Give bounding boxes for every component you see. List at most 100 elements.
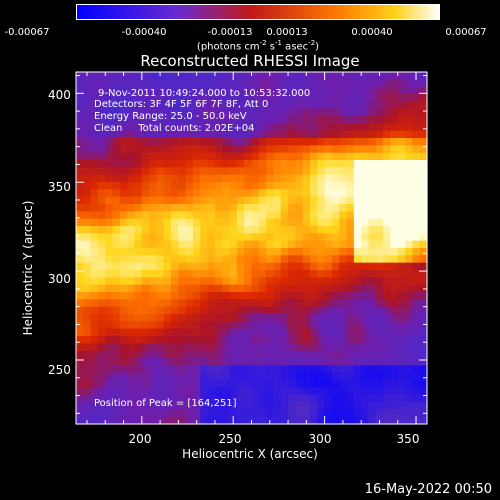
heatmap-cell bbox=[244, 343, 253, 352]
heatmap-cell bbox=[383, 270, 392, 278]
heatmap-cell bbox=[288, 86, 296, 95]
heatmap-cell bbox=[149, 277, 158, 286]
heatmap-cell bbox=[324, 86, 333, 95]
heatmap-cell bbox=[419, 233, 428, 242]
heatmap-cell bbox=[346, 343, 355, 352]
heatmap-cell bbox=[76, 380, 84, 388]
heatmap-cell bbox=[127, 394, 136, 403]
heatmap-cell bbox=[236, 394, 245, 403]
heatmap-cell bbox=[236, 174, 245, 183]
heatmap-cell bbox=[288, 123, 296, 132]
heatmap-cell bbox=[288, 130, 296, 139]
heatmap-cell bbox=[361, 160, 370, 168]
heatmap-cell bbox=[222, 101, 231, 110]
heatmap-cell bbox=[156, 123, 165, 132]
heatmap-cell bbox=[419, 196, 428, 205]
heatmap-cell bbox=[163, 152, 172, 161]
heatmap-cell bbox=[127, 299, 136, 308]
heatmap-cell bbox=[258, 343, 267, 352]
heatmap-cell bbox=[185, 284, 194, 293]
heatmap-cell bbox=[97, 358, 106, 366]
heatmap-cell bbox=[76, 204, 84, 212]
heatmap-cell bbox=[375, 160, 384, 168]
heatmap-cell bbox=[302, 101, 311, 110]
heatmap-cell bbox=[310, 86, 318, 95]
heatmap-cell bbox=[229, 299, 238, 308]
heatmap-cell bbox=[375, 358, 384, 366]
heatmap-cell bbox=[412, 108, 421, 117]
heatmap-cell bbox=[266, 277, 275, 286]
heatmap-cell bbox=[149, 240, 158, 249]
heatmap-cell bbox=[141, 189, 150, 198]
heatmap-cell bbox=[302, 123, 311, 132]
heatmap-cell bbox=[163, 72, 172, 80]
heatmap-cell bbox=[419, 145, 428, 154]
heatmap-cell bbox=[97, 292, 106, 300]
heatmap-cell bbox=[346, 189, 355, 198]
heatmap-cell bbox=[331, 314, 340, 322]
heatmap-cell bbox=[280, 182, 289, 190]
heatmap-cell bbox=[236, 255, 245, 264]
heatmap-cell bbox=[273, 292, 282, 300]
heatmap-cell bbox=[295, 240, 304, 249]
heatmap-cell bbox=[76, 196, 84, 205]
heatmap-cell bbox=[412, 394, 421, 403]
heatmap-cell bbox=[375, 299, 384, 308]
heatmap-cell bbox=[375, 380, 384, 388]
heatmap-cell bbox=[222, 402, 231, 410]
heatmap-cell bbox=[127, 240, 136, 249]
heatmap-cell bbox=[83, 409, 92, 418]
heatmap-cell bbox=[127, 145, 136, 154]
heatmap-cell bbox=[163, 86, 172, 95]
heatmap-cell bbox=[127, 328, 136, 337]
heatmap-cell bbox=[368, 101, 377, 110]
heatmap-cell bbox=[258, 314, 267, 322]
heatmap-cell bbox=[266, 123, 275, 132]
heatmap-cell bbox=[383, 343, 392, 352]
x-tick-label: 350 bbox=[396, 432, 420, 446]
heatmap-cell bbox=[105, 204, 114, 212]
heatmap-cell bbox=[346, 101, 355, 110]
heatmap-cell bbox=[156, 145, 165, 154]
heatmap-cell bbox=[105, 218, 114, 227]
heatmap-cell bbox=[76, 387, 84, 396]
heatmap-cell bbox=[171, 108, 179, 117]
heatmap-cell bbox=[288, 380, 296, 388]
heatmap-cell bbox=[280, 160, 289, 168]
heatmap-cell bbox=[288, 248, 296, 256]
heatmap-cell bbox=[112, 72, 121, 80]
heatmap-cell bbox=[302, 233, 311, 242]
heatmap-cell bbox=[119, 160, 128, 168]
heatmap-cell bbox=[368, 204, 377, 212]
heatmap-cell bbox=[412, 116, 421, 124]
heatmap-cell bbox=[361, 138, 370, 146]
heatmap-cell bbox=[266, 255, 275, 264]
heatmap-cell bbox=[251, 94, 260, 102]
heatmap-cell bbox=[361, 314, 370, 322]
heatmap-cell bbox=[141, 211, 150, 220]
heatmap-cell bbox=[134, 248, 143, 256]
heatmap-cell bbox=[200, 365, 209, 374]
heatmap-cell bbox=[295, 101, 304, 110]
heatmap-cell bbox=[127, 343, 136, 352]
heatmap-cell bbox=[317, 160, 326, 168]
heatmap-cell bbox=[97, 350, 106, 359]
heatmap-cell bbox=[222, 130, 231, 139]
heatmap-cell bbox=[90, 101, 99, 110]
heatmap-cell bbox=[149, 108, 158, 117]
heatmap-cell bbox=[83, 328, 92, 337]
heatmap-cell bbox=[405, 123, 413, 132]
heatmap-cell bbox=[273, 101, 282, 110]
heatmap-cell bbox=[90, 365, 99, 374]
heatmap-cell bbox=[258, 72, 267, 80]
heatmap-cell bbox=[222, 204, 231, 212]
heatmap-cell bbox=[244, 321, 253, 330]
heatmap-cell bbox=[105, 416, 114, 425]
heatmap-cell bbox=[331, 174, 340, 183]
heatmap-cell bbox=[214, 174, 223, 183]
heatmap-cell bbox=[273, 402, 282, 410]
heatmap-cell bbox=[214, 292, 223, 300]
heatmap-cell bbox=[171, 336, 179, 344]
heatmap-cell bbox=[324, 152, 333, 161]
heatmap-cell bbox=[134, 226, 143, 234]
